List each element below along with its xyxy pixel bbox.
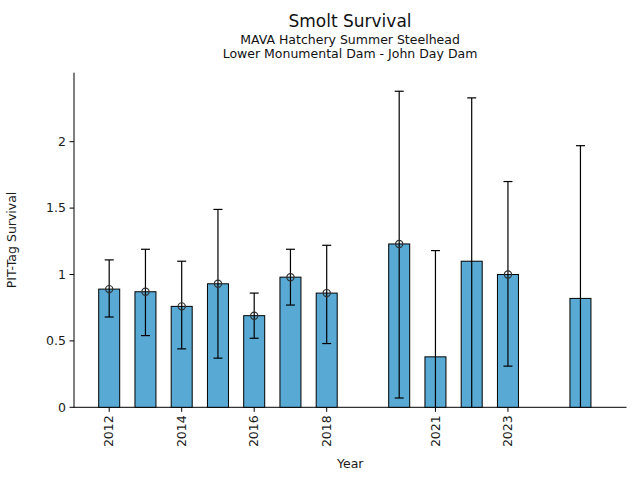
y-tick-label: 1.5 — [46, 200, 66, 215]
chart-canvas: 0 0.5 1 1.5 2 2012 2014 2016 2018 2021 2023 PIT-Tag… — [0, 0, 640, 480]
y-tick-label: 0.5 — [46, 333, 66, 348]
x-tick-label: 2018 — [319, 415, 334, 447]
x-tick-label: 2021 — [428, 415, 443, 447]
y-axis-label: PIT-Tag Survival — [4, 192, 19, 289]
x-tick-label: 2012 — [102, 415, 117, 447]
x-tick-label: 2016 — [247, 415, 262, 447]
x-tick-label: 2023 — [500, 415, 515, 447]
y-tick-label: 2 — [58, 134, 66, 149]
y-tick-label: 1 — [58, 267, 66, 282]
x-axis-label: Year — [336, 456, 364, 471]
figure: Smolt Survival MAVA Hatchery Summer Stee… — [0, 0, 640, 480]
y-tick-label: 0 — [58, 400, 66, 415]
x-tick-label: 2014 — [174, 415, 189, 447]
